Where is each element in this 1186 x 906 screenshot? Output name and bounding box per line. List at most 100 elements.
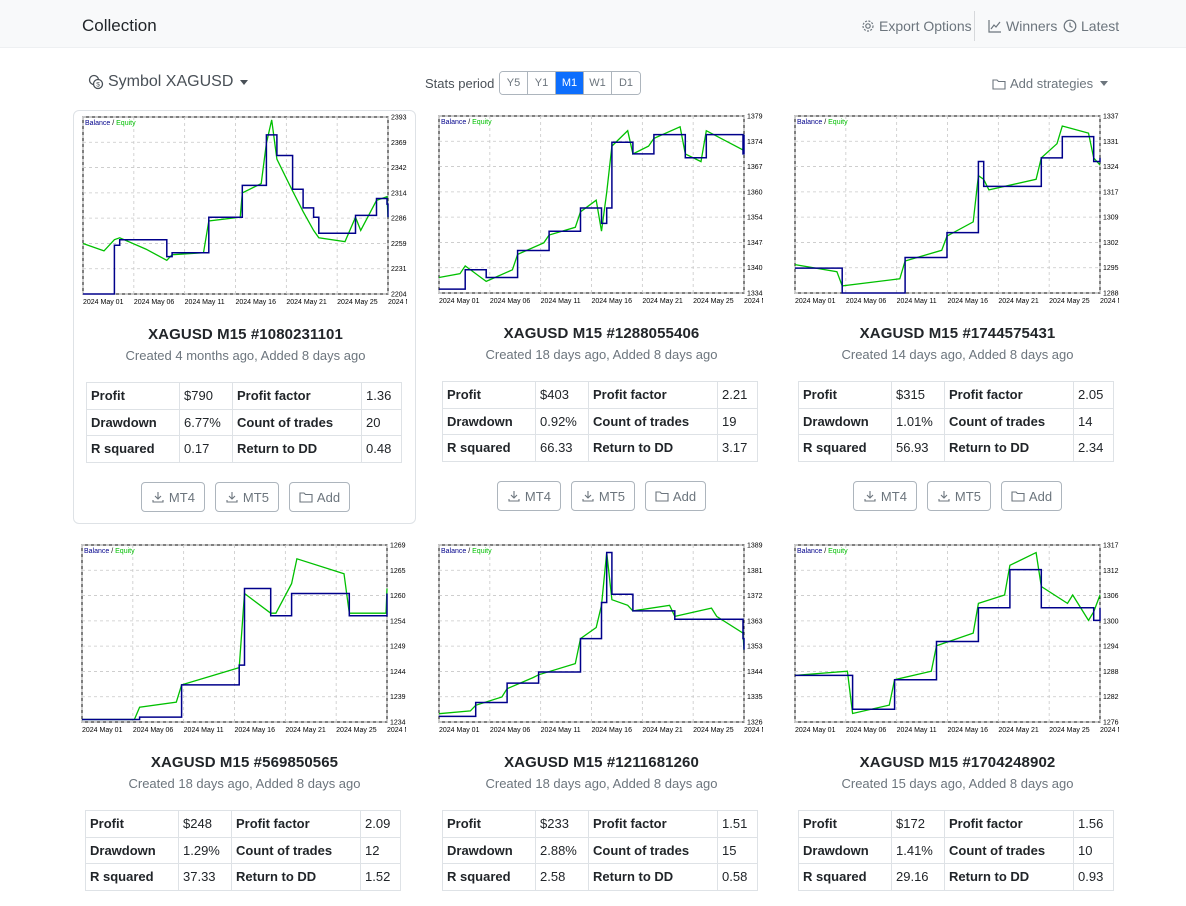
balance-equity-chart: 13378 13318 13245 13172 13099 13026 12953 12880… bbox=[794, 114, 1119, 305]
profit-value: $790 bbox=[179, 382, 233, 410]
add-button[interactable]: Add bbox=[288, 482, 351, 512]
balance-line bbox=[83, 134, 389, 295]
add-button[interactable]: Add bbox=[644, 481, 707, 511]
count-trades-label: Count of trades bbox=[231, 836, 361, 864]
x-tick-label: 2024 May 21 bbox=[998, 298, 1039, 305]
y-tick-label: 12880 bbox=[1103, 291, 1119, 298]
strategy-title[interactable]: XAGUSD M15 #569850565 bbox=[150, 754, 339, 771]
add-button-label: Add bbox=[672, 488, 697, 504]
x-tick-label: 2024 May 16 bbox=[235, 727, 276, 734]
y-tick-label: 13126 bbox=[1103, 568, 1119, 575]
drawdown-label: Drawdown bbox=[86, 408, 180, 436]
strategy-title[interactable]: XAGUSD M15 #1211681260 bbox=[504, 754, 699, 771]
download-button-row: MT4 MT5 Add bbox=[430, 481, 773, 511]
strategy-card[interactable]: 12698 12652 12600 12548 12496 12444 12392 12340… bbox=[73, 539, 416, 891]
y-tick-label: 13798 bbox=[747, 114, 763, 121]
strategy-card[interactable]: 13897 13818 13725 13632 13539 13446 13353 13260… bbox=[430, 539, 773, 891]
y-tick-label: 12392 bbox=[390, 694, 406, 701]
r-squared-value: 37.33 bbox=[178, 863, 232, 891]
mt4-button[interactable]: MT4 bbox=[496, 481, 561, 511]
x-tick-label: 2024 May 21 bbox=[285, 727, 326, 734]
plot-area bbox=[438, 544, 745, 723]
period-m1-button[interactable]: M1 bbox=[556, 72, 584, 94]
symbol-dropdown[interactable]: $ Symbol XAGUSD bbox=[88, 73, 249, 91]
download-icon bbox=[152, 492, 164, 503]
balance-equity-chart: 12698 12652 12600 12548 12496 12444 12392 12340… bbox=[81, 543, 406, 734]
count-trades-value: 10 bbox=[1073, 836, 1114, 864]
period-w1-button[interactable]: W1 bbox=[584, 72, 612, 94]
y-tick-label: 12760 bbox=[1103, 720, 1119, 727]
chart-line-icon bbox=[988, 20, 1001, 33]
x-tick-label: 2024 May 25 bbox=[1049, 727, 1090, 734]
strategy-card[interactable]: 13378 13318 13245 13172 13099 13026 12953 12880… bbox=[786, 110, 1129, 524]
r-squared-value: 29.16 bbox=[891, 863, 945, 891]
download-icon bbox=[508, 491, 520, 502]
caret-down-icon bbox=[1100, 81, 1109, 86]
folder-plus-icon bbox=[655, 491, 669, 502]
stats-row: R squared 29.16 Return to DD 0.93 bbox=[798, 863, 1114, 891]
folder-plus-icon bbox=[299, 492, 313, 503]
winners-link[interactable]: Winners bbox=[988, 18, 1057, 34]
stats-row: Drawdown 2.88% Count of trades 15 bbox=[442, 836, 758, 864]
strategy-title[interactable]: XAGUSD M15 #1080231101 bbox=[148, 326, 343, 343]
count-trades-value: 20 bbox=[361, 408, 402, 436]
folder-plus-icon bbox=[1011, 491, 1025, 502]
strategy-title[interactable]: XAGUSD M15 #1704248902 bbox=[859, 754, 1056, 771]
x-tick-label: 2024 May 16 bbox=[236, 299, 277, 306]
stats-row: Profit $790 Profit factor 1.36 bbox=[86, 382, 402, 410]
latest-link[interactable]: Latest bbox=[1063, 18, 1119, 34]
strategy-title[interactable]: XAGUSD M15 #1288055406 bbox=[503, 325, 700, 342]
period-d1-button[interactable]: D1 bbox=[612, 72, 640, 94]
y-tick-label: 13378 bbox=[1103, 114, 1119, 121]
y-tick-label: 13026 bbox=[1103, 240, 1119, 247]
x-tick-label: 2024 May 01 bbox=[82, 727, 123, 734]
r-squared-label: R squared bbox=[442, 863, 536, 891]
y-tick-label: 12496 bbox=[390, 644, 406, 651]
x-tick-label: 2024 May 01 bbox=[439, 298, 480, 305]
stats-row: Profit $233 Profit factor 1.51 bbox=[442, 810, 758, 838]
y-tick-label: 22040 bbox=[391, 292, 407, 299]
period-y5-button[interactable]: Y5 bbox=[500, 72, 528, 94]
drawdown-label: Drawdown bbox=[442, 407, 536, 435]
export-options-link[interactable]: Export Options bbox=[861, 18, 972, 34]
return-dd-label: Return to DD bbox=[944, 863, 1074, 891]
add-strategies-dropdown[interactable]: Add strategies bbox=[992, 76, 1109, 91]
y-tick-label: 22316 bbox=[391, 266, 407, 273]
x-tick-label: 2024 May 11 bbox=[897, 727, 937, 734]
mt4-button[interactable]: MT4 bbox=[852, 481, 917, 511]
y-tick-label: 12943 bbox=[1103, 644, 1119, 651]
clock-icon bbox=[1063, 19, 1077, 33]
strategy-title[interactable]: XAGUSD M15 #1744575431 bbox=[859, 325, 1056, 342]
stats-row: Drawdown 1.01% Count of trades 14 bbox=[798, 407, 1114, 435]
x-tick-label: 2024 May 25 bbox=[693, 727, 734, 734]
y-tick-label: 12652 bbox=[390, 568, 406, 575]
mt4-button[interactable]: MT4 bbox=[140, 482, 205, 512]
stats-row: Profit $172 Profit factor 1.56 bbox=[798, 810, 1114, 838]
x-tick-label: 2024 May 25 bbox=[693, 298, 734, 305]
y-tick-label: 12340 bbox=[390, 720, 406, 727]
period-y1-button[interactable]: Y1 bbox=[528, 72, 556, 94]
stats-row: Profit $403 Profit factor 2.21 bbox=[442, 381, 758, 409]
drawdown-value: 1.01% bbox=[891, 407, 945, 435]
y-tick-label: 13407 bbox=[747, 265, 763, 272]
add-button-label: Add bbox=[1028, 488, 1053, 504]
mt5-button[interactable]: MT5 bbox=[214, 482, 279, 512]
x-tick-label: 2024 May 25 bbox=[337, 299, 378, 306]
count-trades-value: 19 bbox=[717, 407, 758, 435]
x-tick-label: 2024 May 01 bbox=[795, 298, 836, 305]
balance-equity-chart: 13897 13818 13725 13632 13539 13446 13353 13260… bbox=[438, 543, 763, 734]
winners-label: Winners bbox=[1006, 18, 1058, 34]
mt5-button[interactable]: MT5 bbox=[926, 481, 991, 511]
profit-label: Profit bbox=[442, 810, 536, 838]
return-dd-label: Return to DD bbox=[944, 434, 1074, 462]
legend-balance: Balance bbox=[797, 119, 822, 126]
x-tick-label: 2024 May 21 bbox=[998, 727, 1039, 734]
plot-area bbox=[82, 116, 389, 295]
mt5-button[interactable]: MT5 bbox=[570, 481, 635, 511]
add-button[interactable]: Add bbox=[1000, 481, 1063, 511]
page-title[interactable]: Collection bbox=[82, 16, 157, 35]
